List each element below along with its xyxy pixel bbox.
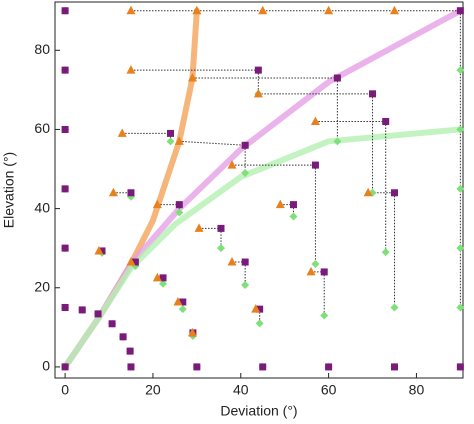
triangle-marker xyxy=(187,327,197,337)
x-tick-label: 60 xyxy=(321,382,337,398)
triangle-marker xyxy=(192,5,202,15)
triangle-marker xyxy=(108,187,118,197)
square-marker xyxy=(456,7,464,15)
triangle-marker xyxy=(258,5,268,15)
square-marker xyxy=(61,125,69,133)
triangle-marker xyxy=(187,72,197,82)
square-marker xyxy=(289,201,297,209)
x-tick-label: 20 xyxy=(145,382,161,398)
connector xyxy=(179,140,246,146)
triangle-marker xyxy=(310,116,320,126)
square-marker xyxy=(390,189,398,197)
square-marker xyxy=(320,268,328,276)
triangle-marker xyxy=(275,199,285,209)
triangle-marker xyxy=(253,88,263,98)
square-marker xyxy=(390,363,398,371)
triangle-marker xyxy=(173,297,183,306)
square-marker xyxy=(369,90,377,98)
x-tick-label: 80 xyxy=(409,382,425,398)
triangle-marker xyxy=(117,128,127,137)
triangle-marker xyxy=(324,5,334,15)
square-marker xyxy=(159,274,167,282)
diamond-marker xyxy=(456,125,465,134)
x-tick-label: 0 xyxy=(61,382,69,398)
y-tick-label: 0 xyxy=(42,358,50,374)
square-marker xyxy=(108,320,116,328)
square-marker xyxy=(254,66,262,74)
triangle-marker xyxy=(174,136,184,145)
triangle-marker xyxy=(126,65,136,74)
square-marker xyxy=(119,333,127,341)
y-axis-label: Elevation (°) xyxy=(1,152,17,228)
diamond-marker xyxy=(255,319,264,328)
y-tick-label: 20 xyxy=(34,278,50,294)
square-marker xyxy=(61,185,69,193)
triangle-marker xyxy=(306,266,316,276)
square-marker xyxy=(456,363,464,371)
square-marker xyxy=(193,363,201,371)
x-tick-label: 40 xyxy=(233,382,249,398)
diamond-marker xyxy=(159,279,168,288)
diamond-marker xyxy=(289,212,298,221)
square-marker xyxy=(127,363,135,371)
triangle-marker xyxy=(152,272,162,282)
square-marker xyxy=(127,189,135,197)
diamond-marker xyxy=(241,280,250,289)
diamond-marker xyxy=(178,305,187,314)
square-marker xyxy=(167,129,175,137)
triangle-marker xyxy=(227,257,237,266)
diamond-marker xyxy=(311,260,320,269)
diamond-marker xyxy=(456,303,465,312)
square-marker xyxy=(382,118,390,126)
curve xyxy=(62,7,464,370)
square-marker xyxy=(325,363,333,371)
square-marker xyxy=(61,66,69,74)
diamond-marker xyxy=(381,248,390,257)
square-marker xyxy=(61,7,69,15)
square-marker xyxy=(126,347,134,355)
triangle-marker xyxy=(389,5,399,15)
y-tick-label: 40 xyxy=(34,199,50,215)
square-marker xyxy=(333,74,341,82)
triangle-marker xyxy=(194,223,204,232)
square-marker xyxy=(241,141,249,149)
diamond-marker xyxy=(333,137,342,146)
triangle-marker xyxy=(152,199,162,209)
triangle-marker xyxy=(126,257,136,266)
triangle-marker xyxy=(227,160,237,169)
square-marker xyxy=(78,306,86,314)
diamond-marker xyxy=(456,244,465,253)
x-axis-label: Deviation (°) xyxy=(220,403,297,419)
square-marker xyxy=(61,304,69,312)
square-marker xyxy=(259,363,267,371)
diamond-marker xyxy=(456,66,465,75)
diamond-marker xyxy=(217,244,226,253)
triangle-marker xyxy=(126,5,136,15)
diamond-marker xyxy=(456,184,465,193)
square-marker xyxy=(311,161,319,169)
triangle-marker xyxy=(251,304,261,313)
square-marker xyxy=(217,224,225,232)
y-tick-label: 80 xyxy=(34,41,50,57)
diamond-marker xyxy=(320,311,329,320)
diamond-marker xyxy=(241,168,250,177)
diamond-marker xyxy=(175,208,184,217)
square-marker xyxy=(61,244,69,252)
triangle-marker xyxy=(363,187,373,197)
square-marker xyxy=(175,201,183,209)
diamond-marker xyxy=(166,137,175,146)
square-marker xyxy=(241,258,249,266)
square-marker xyxy=(61,363,69,371)
square-marker xyxy=(94,310,102,318)
triangle-marker xyxy=(94,245,104,255)
diamond-marker xyxy=(390,303,399,312)
y-tick-label: 60 xyxy=(34,120,50,136)
curve xyxy=(62,7,200,370)
